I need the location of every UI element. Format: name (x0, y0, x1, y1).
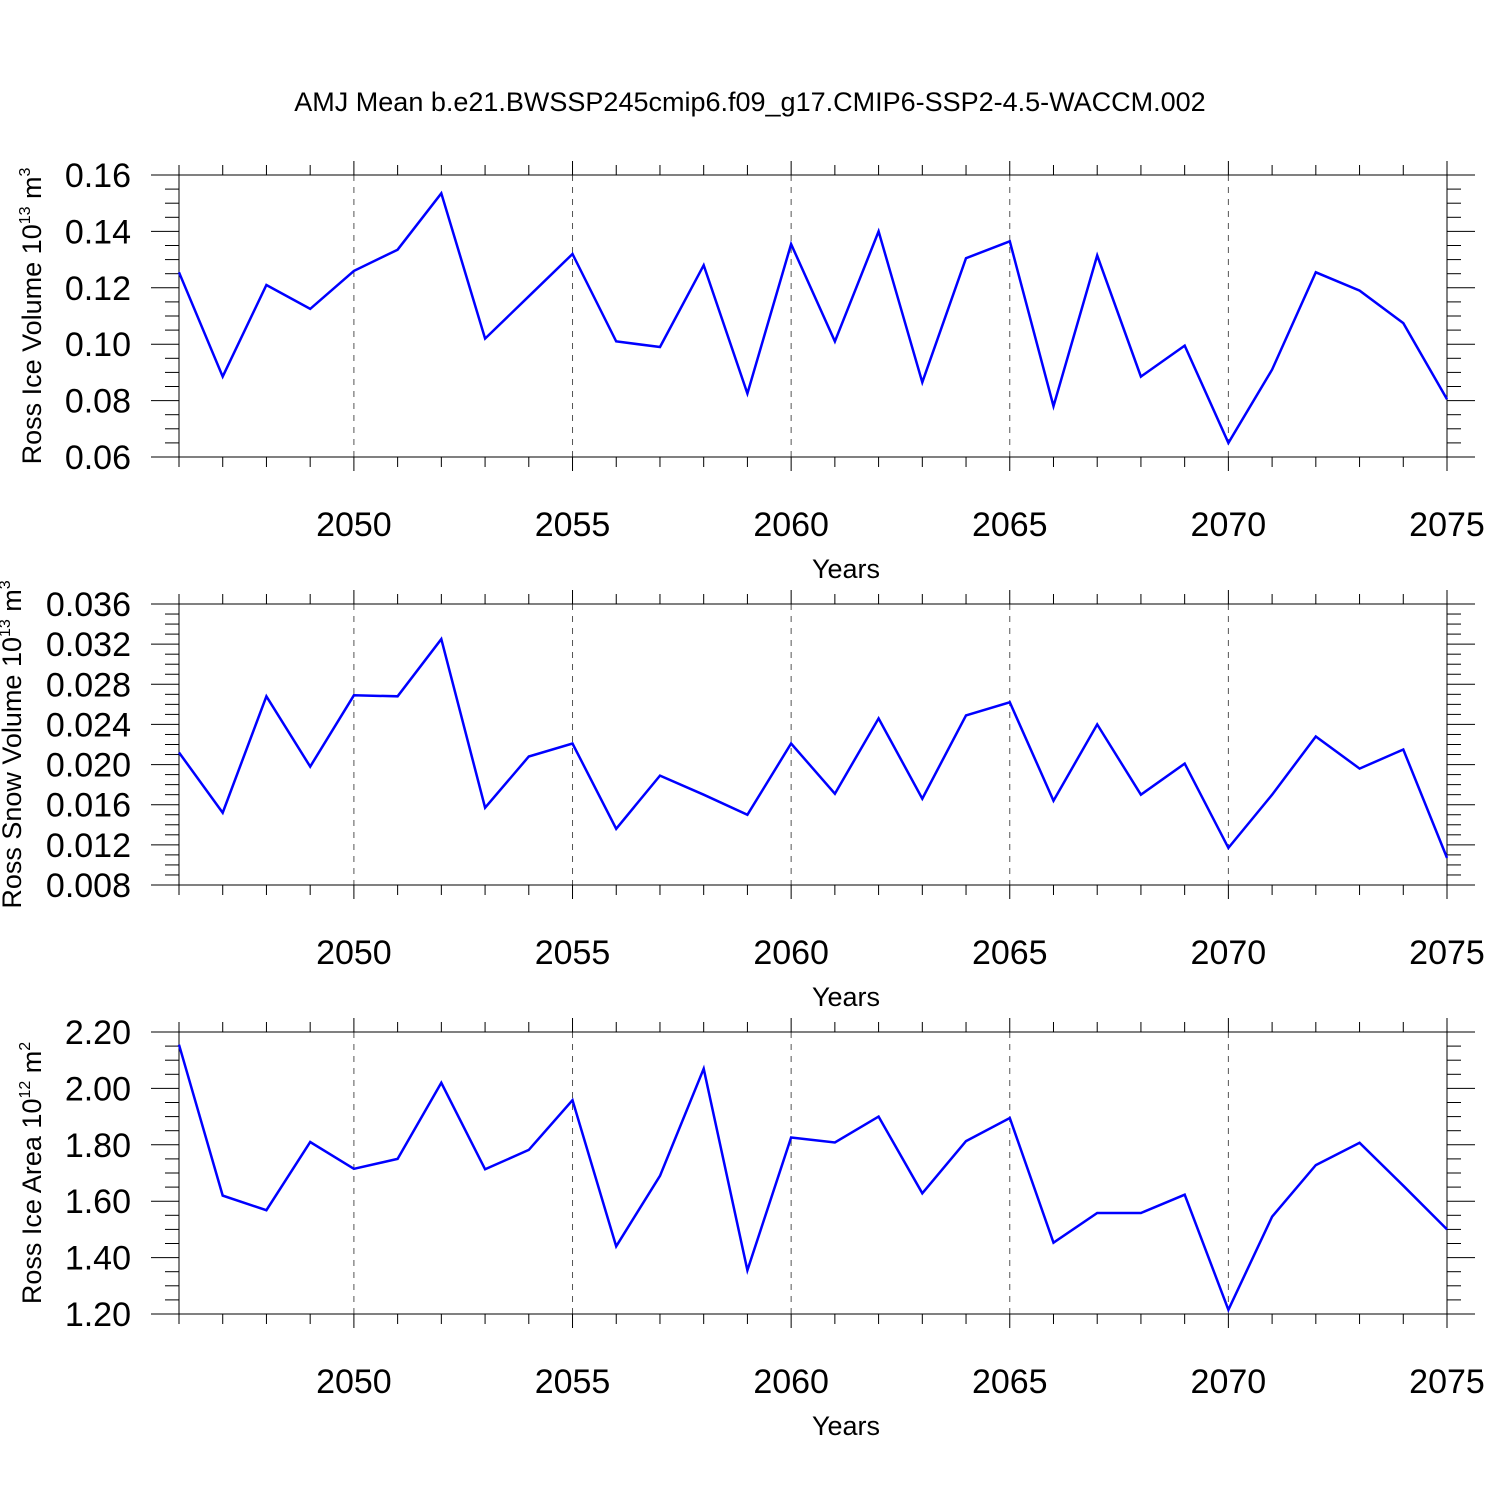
x-tick-label: 2055 (535, 934, 611, 972)
y-tick-label: 1.40 (65, 1240, 131, 1278)
y-tick-label: 0.036 (46, 586, 131, 624)
x-tick-label: 2050 (316, 934, 392, 972)
x-axis-title: Years (812, 982, 880, 1012)
x-axis-title: Years (812, 1411, 880, 1441)
y-tick-label: 0.08 (65, 383, 131, 421)
x-tick-label: 2065 (972, 1363, 1048, 1401)
x-tick-label: 2055 (535, 506, 611, 544)
x-tick-label: 2075 (1409, 934, 1485, 972)
y-axis-title: Ross Ice Volume 1013 m3 (17, 167, 47, 464)
x-tick-label: 2060 (753, 934, 829, 972)
y-tick-label: 1.60 (65, 1183, 131, 1221)
y-tick-label: 0.06 (65, 439, 131, 477)
x-tick-label: 2060 (753, 506, 829, 544)
x-tick-label: 2075 (1409, 506, 1485, 544)
y-tick-label: 0.032 (46, 626, 131, 664)
y-tick-label: 0.10 (65, 326, 131, 364)
chart-panel-2: 2050 2055 2060 2065 2070 2075Years0.0080.0120… (0, 580, 1485, 1012)
series-line (177, 636, 1449, 859)
y-tick-label: 0.024 (46, 706, 131, 744)
y-tick-label: 0.14 (65, 213, 131, 251)
x-tick-label: 2065 (972, 934, 1048, 972)
series-line (177, 1044, 1448, 1314)
y-tick-label: 0.012 (46, 827, 131, 865)
figure-title: AMJ Mean b.e21.BWSSP245cmip6.f09_g17.CMI… (294, 87, 1205, 117)
y-tick-label: 0.016 (46, 787, 131, 825)
x-tick-label: 2050 (316, 506, 392, 544)
y-tick-label: 1.80 (65, 1127, 131, 1165)
x-axis-title: Years (812, 554, 880, 584)
y-tick-label: 0.020 (46, 747, 131, 785)
plot-frame (178, 603, 1448, 886)
y-tick-label: 0.028 (46, 666, 131, 704)
y-tick-label: 0.008 (46, 867, 131, 905)
plot-frame (178, 1031, 1448, 1315)
y-tick-label: 2.00 (65, 1070, 131, 1108)
y-tick-label: 0.12 (65, 270, 131, 308)
y-tick-label: 0.16 (65, 157, 131, 195)
plot-frame (178, 174, 1448, 458)
x-tick-label: 2070 (1191, 1363, 1267, 1401)
y-axis-title: Ross Snow Volume 1013 m3 (0, 580, 27, 908)
x-tick-label: 2055 (535, 1363, 611, 1401)
x-tick-label: 2075 (1409, 1363, 1485, 1401)
x-tick-label: 2050 (316, 1363, 392, 1401)
x-tick-label: 2060 (753, 1363, 829, 1401)
panels-container: 2050 2055 2060 2065 2070 2075 Years 0.06 0.08 0.1… (0, 157, 1485, 1441)
chart-panel-3: 2050 2055 2060 2065 2070 2075 Years 1.20 1.40 1.6… (17, 1014, 1485, 1441)
y-tick-label: 1.20 (65, 1296, 131, 1334)
y-axis-title: Ross Ice Area 1012 m2 (17, 1042, 47, 1304)
y-tick-label: 2.20 (65, 1014, 131, 1052)
series-line (177, 190, 1449, 446)
x-tick-label: 2070 (1191, 934, 1267, 972)
x-tick-label: 2070 (1191, 506, 1267, 544)
chart-panel-1: 2050 2055 2060 2065 2070 2075 Years 0.06 0.08 0.1… (17, 157, 1485, 584)
x-tick-label: 2065 (972, 506, 1048, 544)
